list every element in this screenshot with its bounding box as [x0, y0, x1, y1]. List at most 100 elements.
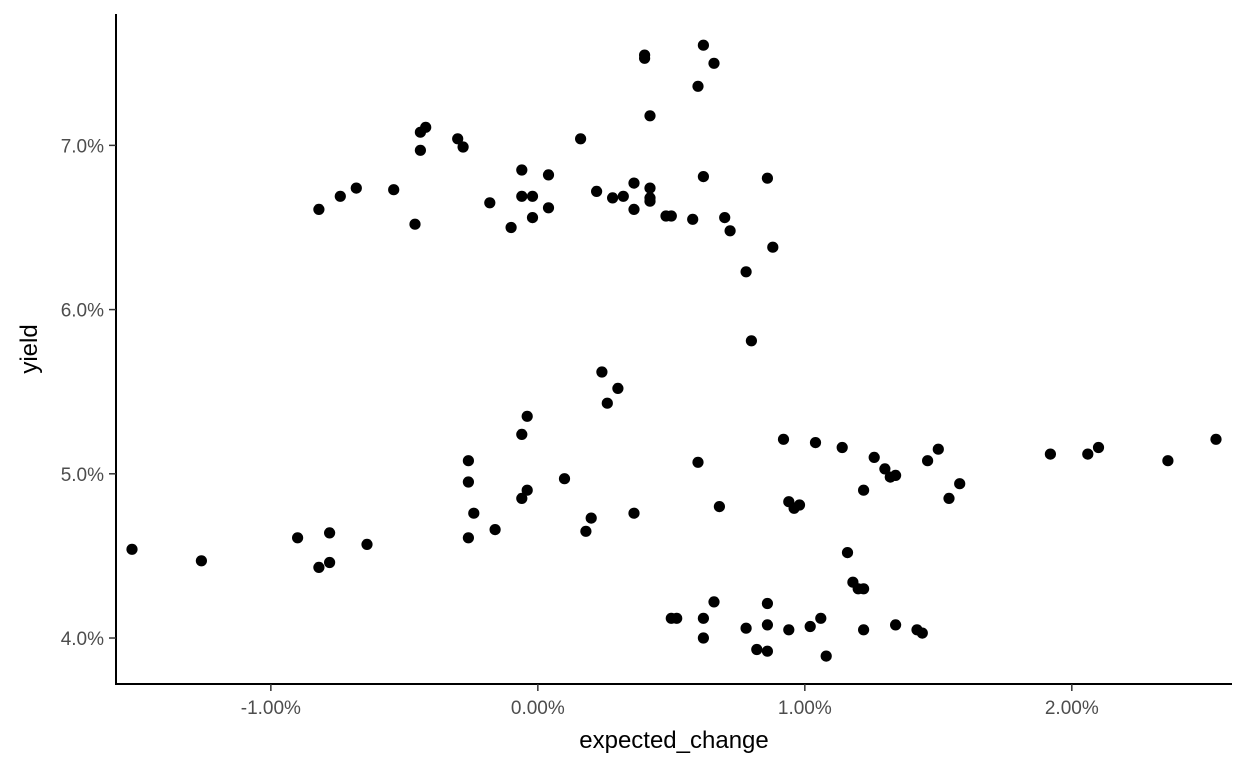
data-point: [724, 225, 736, 237]
data-point: [884, 471, 896, 483]
data-point: [890, 619, 902, 631]
data-point: [1082, 448, 1094, 460]
data-point: [585, 512, 597, 524]
data-point: [708, 596, 720, 608]
data-point: [708, 57, 720, 69]
data-point: [858, 583, 870, 595]
data-point: [697, 612, 710, 624]
data-point: [409, 218, 421, 230]
data-point: [868, 451, 880, 463]
data-point: [687, 213, 699, 225]
data-point: [761, 597, 774, 610]
data-point: [516, 428, 528, 440]
data-point: [388, 184, 400, 196]
data-point: [740, 266, 752, 278]
data-point: [489, 524, 501, 536]
data-point: [414, 144, 426, 156]
data-point: [644, 195, 656, 207]
data-point: [612, 382, 624, 394]
data-point: [126, 543, 138, 555]
data-point: [697, 171, 710, 183]
points-layer: [126, 39, 1222, 662]
data-point: [1092, 441, 1105, 454]
data-point: [521, 410, 533, 422]
data-point: [671, 612, 683, 624]
data-point: [1162, 455, 1174, 467]
data-point: [526, 212, 539, 224]
data-point: [462, 455, 474, 467]
data-point: [292, 532, 304, 544]
data-point: [505, 221, 517, 234]
data-point: [452, 133, 464, 145]
data-point: [516, 492, 528, 504]
data-point: [922, 455, 934, 467]
data-point: [858, 484, 870, 496]
data-point: [350, 182, 362, 194]
data-point: [692, 80, 704, 92]
data-point: [954, 478, 966, 490]
data-point: [542, 202, 555, 214]
data-point: [607, 192, 619, 204]
data-point: [334, 190, 346, 202]
x-tick-label: 0.00%: [511, 698, 565, 719]
data-point: [665, 210, 677, 222]
data-point: [1210, 433, 1222, 445]
data-point: [462, 476, 474, 488]
data-point: [697, 632, 710, 644]
data-point: [858, 624, 870, 636]
x-tick-label: -1.00%: [241, 698, 301, 719]
data-point: [324, 556, 336, 569]
data-point: [644, 110, 656, 122]
data-point: [516, 164, 528, 176]
data-point: [601, 397, 613, 409]
data-point: [943, 492, 955, 504]
data-point: [697, 39, 710, 51]
y-tick-label: 6.0%: [61, 301, 104, 322]
data-point: [628, 177, 640, 189]
data-point: [740, 622, 752, 634]
data-point: [521, 484, 533, 496]
data-point: [719, 212, 731, 224]
data-point: [836, 441, 848, 454]
data-point: [639, 52, 651, 64]
data-point: [788, 502, 800, 514]
data-point: [815, 612, 827, 624]
y-ticks-layer: 4.0% 5.0% 6.0% 7.0%: [61, 136, 116, 650]
data-point: [644, 182, 656, 194]
data-point: [313, 561, 325, 574]
data-point: [468, 507, 480, 519]
data-point: [783, 624, 795, 636]
data-point: [692, 456, 704, 468]
x-axis-title: expected_change: [579, 727, 769, 754]
data-point: [462, 532, 474, 544]
data-point: [751, 643, 763, 656]
data-point: [542, 169, 555, 181]
x-ticks-layer: -1.00% 0.00% 1.00% 2.00%: [241, 684, 1099, 719]
data-point: [324, 527, 336, 539]
data-point: [777, 433, 790, 445]
data-point: [591, 185, 603, 197]
data-point: [809, 437, 822, 449]
data-point: [195, 555, 207, 567]
data-point: [1044, 448, 1056, 460]
data-point: [628, 203, 640, 215]
data-point: [713, 501, 726, 513]
data-point: [457, 141, 469, 153]
x-tick-label: 1.00%: [778, 698, 832, 719]
data-point: [820, 650, 832, 662]
data-point: [916, 627, 928, 639]
y-tick-label: 5.0%: [61, 465, 104, 486]
data-point: [313, 203, 325, 215]
data-point: [580, 525, 592, 537]
data-point: [841, 547, 854, 559]
data-point: [558, 473, 571, 485]
data-point: [879, 463, 891, 475]
data-point: [575, 133, 587, 145]
data-point: [484, 197, 496, 209]
data-point: [628, 507, 640, 519]
y-tick-label: 7.0%: [61, 136, 104, 157]
x-tick-label: 2.00%: [1045, 698, 1099, 719]
data-point: [414, 126, 426, 138]
data-point: [617, 190, 629, 202]
